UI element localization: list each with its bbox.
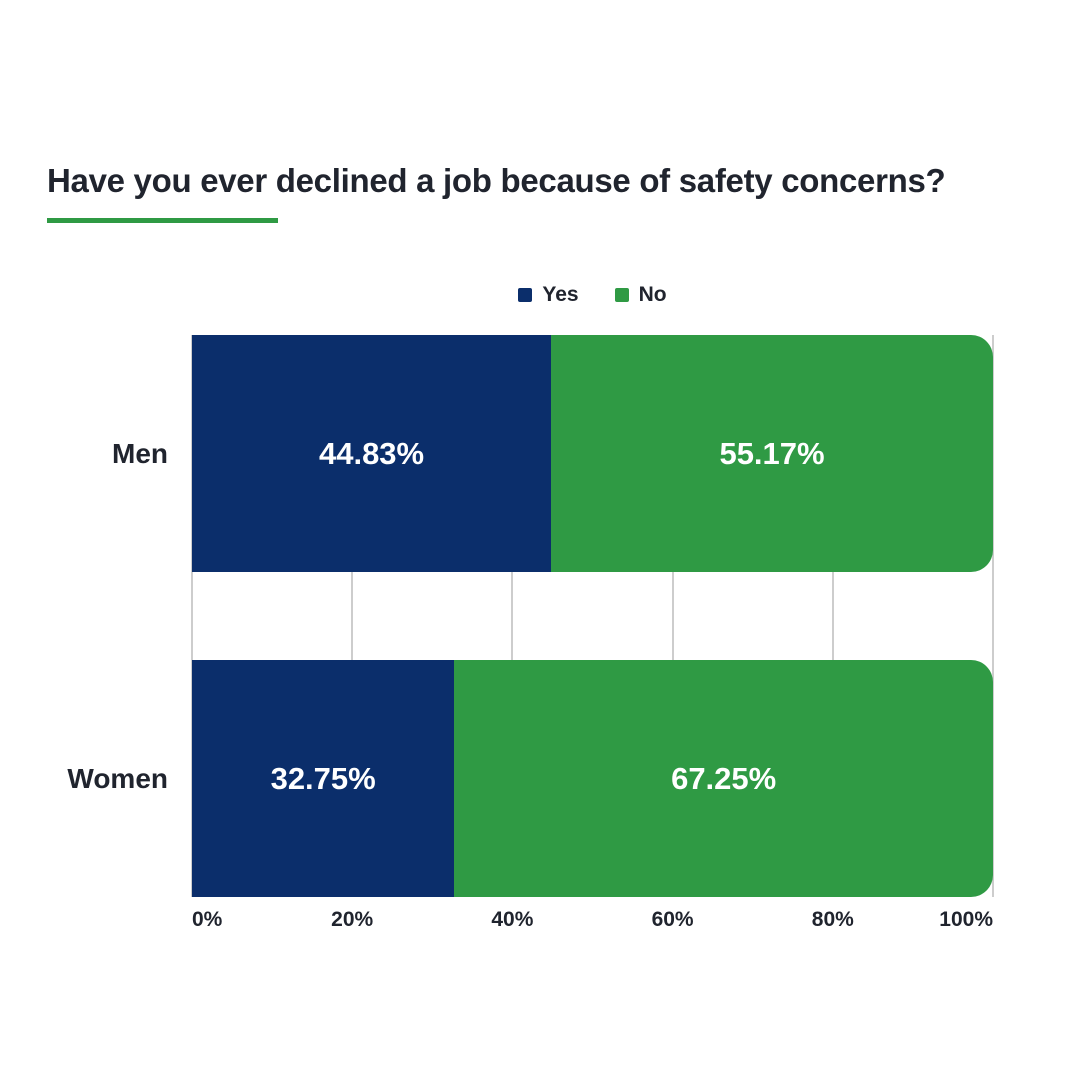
bar-segment-no: 55.17% (551, 335, 993, 572)
legend-item-no: No (614, 283, 667, 307)
x-tick-label: 80% (811, 908, 854, 931)
legend: Yes No (192, 283, 993, 307)
legend-marker-yes (518, 288, 533, 302)
gridline (511, 335, 514, 897)
gridline (992, 335, 994, 897)
category-label: Women (67, 762, 168, 794)
gridline (191, 335, 193, 897)
x-tick-label: 60% (651, 908, 694, 931)
bar-segment-yes: 32.75% (192, 660, 455, 897)
bar-row-women: Women 32.75% 67.25% (67, 660, 993, 897)
bar-row-men: Men 44.83% 55.17% (112, 335, 993, 572)
title-underline (47, 218, 278, 223)
legend-label: Yes (542, 283, 579, 306)
category-label: Men (112, 437, 168, 469)
x-axis-ticks: 0% 20% 40% 60% 80% 100% (192, 908, 993, 940)
value-label: 44.83% (318, 435, 425, 471)
x-tick-label: 20% (331, 908, 374, 931)
plot-area: Men 44.83% 55.17% Women 32.75% 67.25% (67, 335, 994, 897)
value-label: 32.75% (270, 760, 376, 796)
gridline (671, 335, 674, 897)
x-tick-label: 40% (491, 908, 534, 931)
gridline (351, 335, 354, 897)
x-tick-label: 100% (939, 908, 993, 931)
value-label: 67.25% (671, 760, 777, 796)
bar-segment-yes: 44.83% (192, 335, 552, 572)
legend-marker-no (614, 288, 629, 302)
bar-segment-no: 67.25% (454, 660, 993, 897)
value-label: 55.17% (719, 435, 825, 471)
legend-label: No (638, 283, 667, 306)
x-tick-label: 0% (192, 908, 223, 931)
chart-title: Have you ever declined a job because of … (47, 162, 946, 200)
gridline (831, 335, 834, 897)
legend-item-yes: Yes (518, 283, 579, 307)
